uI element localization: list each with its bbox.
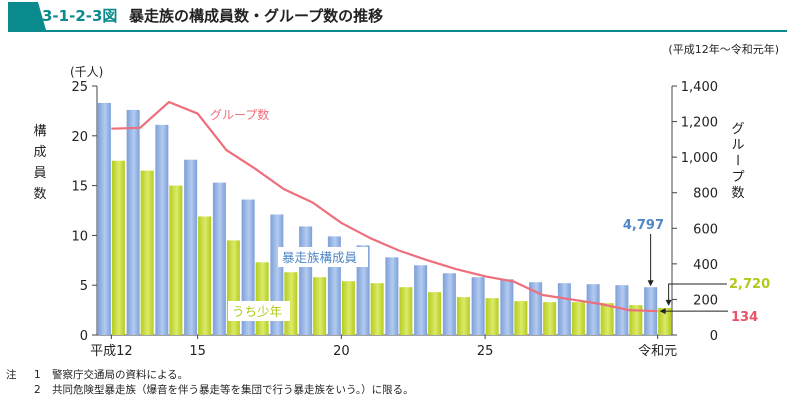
note-text: 共同危険型暴走族（爆音を伴う暴走等を集団で行う暴走族をいう。）に限る。 — [52, 384, 414, 396]
bar-members — [299, 226, 313, 335]
bar-members — [385, 257, 399, 335]
x-tick-label: 15 — [189, 344, 206, 359]
callout-groups-value: 134 — [731, 310, 758, 325]
note-label — [6, 383, 34, 398]
series-label-members-bg — [278, 247, 368, 267]
right-axis-title-char: プ — [731, 170, 744, 185]
right-tick-label: 1,400 — [681, 80, 718, 95]
bar-members — [615, 285, 629, 335]
series-label-minors-bg — [228, 301, 290, 321]
bar-members — [586, 284, 600, 335]
right-axis-title-char: ル — [731, 138, 744, 153]
left-tick-label: 0 — [80, 329, 88, 344]
left-tick-label: 10 — [71, 229, 88, 244]
right-tick-label: 1,200 — [681, 116, 718, 131]
right-tick-label: 200 — [693, 293, 718, 308]
bar-minors — [370, 283, 384, 335]
right-axis-title-char: 数 — [731, 186, 744, 201]
bar-members — [356, 245, 370, 335]
callout-minors-arrowhead — [665, 299, 672, 306]
right-tick-label: 600 — [693, 222, 718, 237]
x-tick-label: 平成12 — [90, 344, 133, 359]
bar-members — [471, 277, 485, 335]
x-tick-label: 20 — [333, 344, 350, 359]
note-label: 注 — [6, 369, 17, 381]
bar-minors — [111, 160, 125, 335]
bar-minors — [399, 287, 413, 335]
bar-members — [212, 182, 226, 335]
bar-members — [500, 279, 514, 335]
bar-members — [442, 273, 456, 335]
left-axis-title-char: 数 — [33, 187, 46, 202]
right-axis-title-char: ー — [729, 153, 744, 166]
period-label: (平成12年～令和元年) — [668, 42, 779, 56]
bar-minors — [658, 307, 672, 335]
left-tick-label: 5 — [80, 279, 88, 294]
series-label-groups: グループ数 — [210, 107, 269, 122]
bar-minors — [198, 216, 212, 335]
bar-minors — [456, 297, 470, 335]
right-tick-label: 0 — [710, 329, 718, 344]
note-number: 1 — [34, 369, 41, 381]
left-tick-label: 15 — [71, 180, 88, 195]
bar-minors — [571, 302, 585, 335]
bar-minors — [341, 281, 355, 335]
series-label-members: 暴走族構成員 — [282, 250, 358, 265]
callout-members-value: 4,797 — [623, 218, 664, 233]
series-label-minors: うち少年 — [232, 304, 282, 319]
right-axis-title: グループ数 — [729, 122, 745, 201]
callout-minors-value: 2,720 — [729, 277, 770, 292]
bar-minors — [600, 303, 614, 335]
chart-title: 暴走族の構成員数・グループ数の推移 — [129, 7, 383, 25]
figure-id: 3-1-2-3図 — [42, 7, 117, 25]
chart-canvas: 3-1-2-3図 暴走族の構成員数・グループ数の推移 (平成12年～令和元年) … — [8, 2, 787, 359]
bar-minors — [255, 262, 269, 335]
header-accent-tab — [8, 2, 46, 30]
bar-minors — [543, 302, 557, 335]
bar-minors — [428, 292, 442, 335]
callout-minors-arrow — [668, 283, 727, 302]
x-tick-label: 令和元 — [638, 344, 677, 359]
bar-members — [155, 124, 169, 336]
right-axis-title-char: グ — [731, 122, 744, 137]
bar-members — [184, 159, 198, 335]
left-axis-title-char: 員 — [33, 166, 46, 181]
notes: 注 1 警察庁交通局の資料による。 2 共同危険型暴走族（爆音を伴う暴走等を集団… — [6, 368, 414, 398]
right-tick-label: 400 — [693, 258, 718, 273]
bar-minors — [313, 277, 327, 335]
left-tick-label: 20 — [71, 130, 88, 145]
note-text: 警察庁交通局の資料による。 — [52, 369, 189, 381]
note-2: 2 共同危険型暴走族（爆音を伴う暴走等を集団で行う暴走族をいう。）に限る。 — [6, 383, 414, 398]
bar-minors — [629, 305, 643, 335]
bar-minors — [140, 170, 154, 335]
bar-minors — [169, 185, 183, 335]
bar-members — [126, 109, 140, 336]
left-axis-title-char: 成 — [33, 145, 46, 160]
left-axis-title-char: 構 — [33, 124, 46, 139]
left-tick-label: 25 — [71, 80, 88, 95]
right-tick-label: 1,000 — [681, 151, 718, 166]
line-groups — [111, 100, 658, 313]
bar-members — [557, 283, 571, 335]
callout-groups-arrowhead — [659, 308, 666, 315]
bar-minors — [485, 298, 499, 335]
bar-members — [97, 102, 111, 335]
note-number: 2 — [34, 384, 41, 396]
left-axis-title: 構成員数 — [33, 124, 46, 202]
bar-members — [414, 265, 428, 335]
callout-members-arrowhead — [647, 280, 654, 287]
bar-minors — [514, 301, 528, 335]
x-tick-label: 25 — [477, 344, 494, 359]
note-1: 注 1 警察庁交通局の資料による。 — [6, 368, 414, 383]
right-tick-label: 800 — [693, 187, 718, 202]
bar-members — [529, 282, 543, 335]
left-axis-unit: (千人) — [70, 65, 103, 79]
